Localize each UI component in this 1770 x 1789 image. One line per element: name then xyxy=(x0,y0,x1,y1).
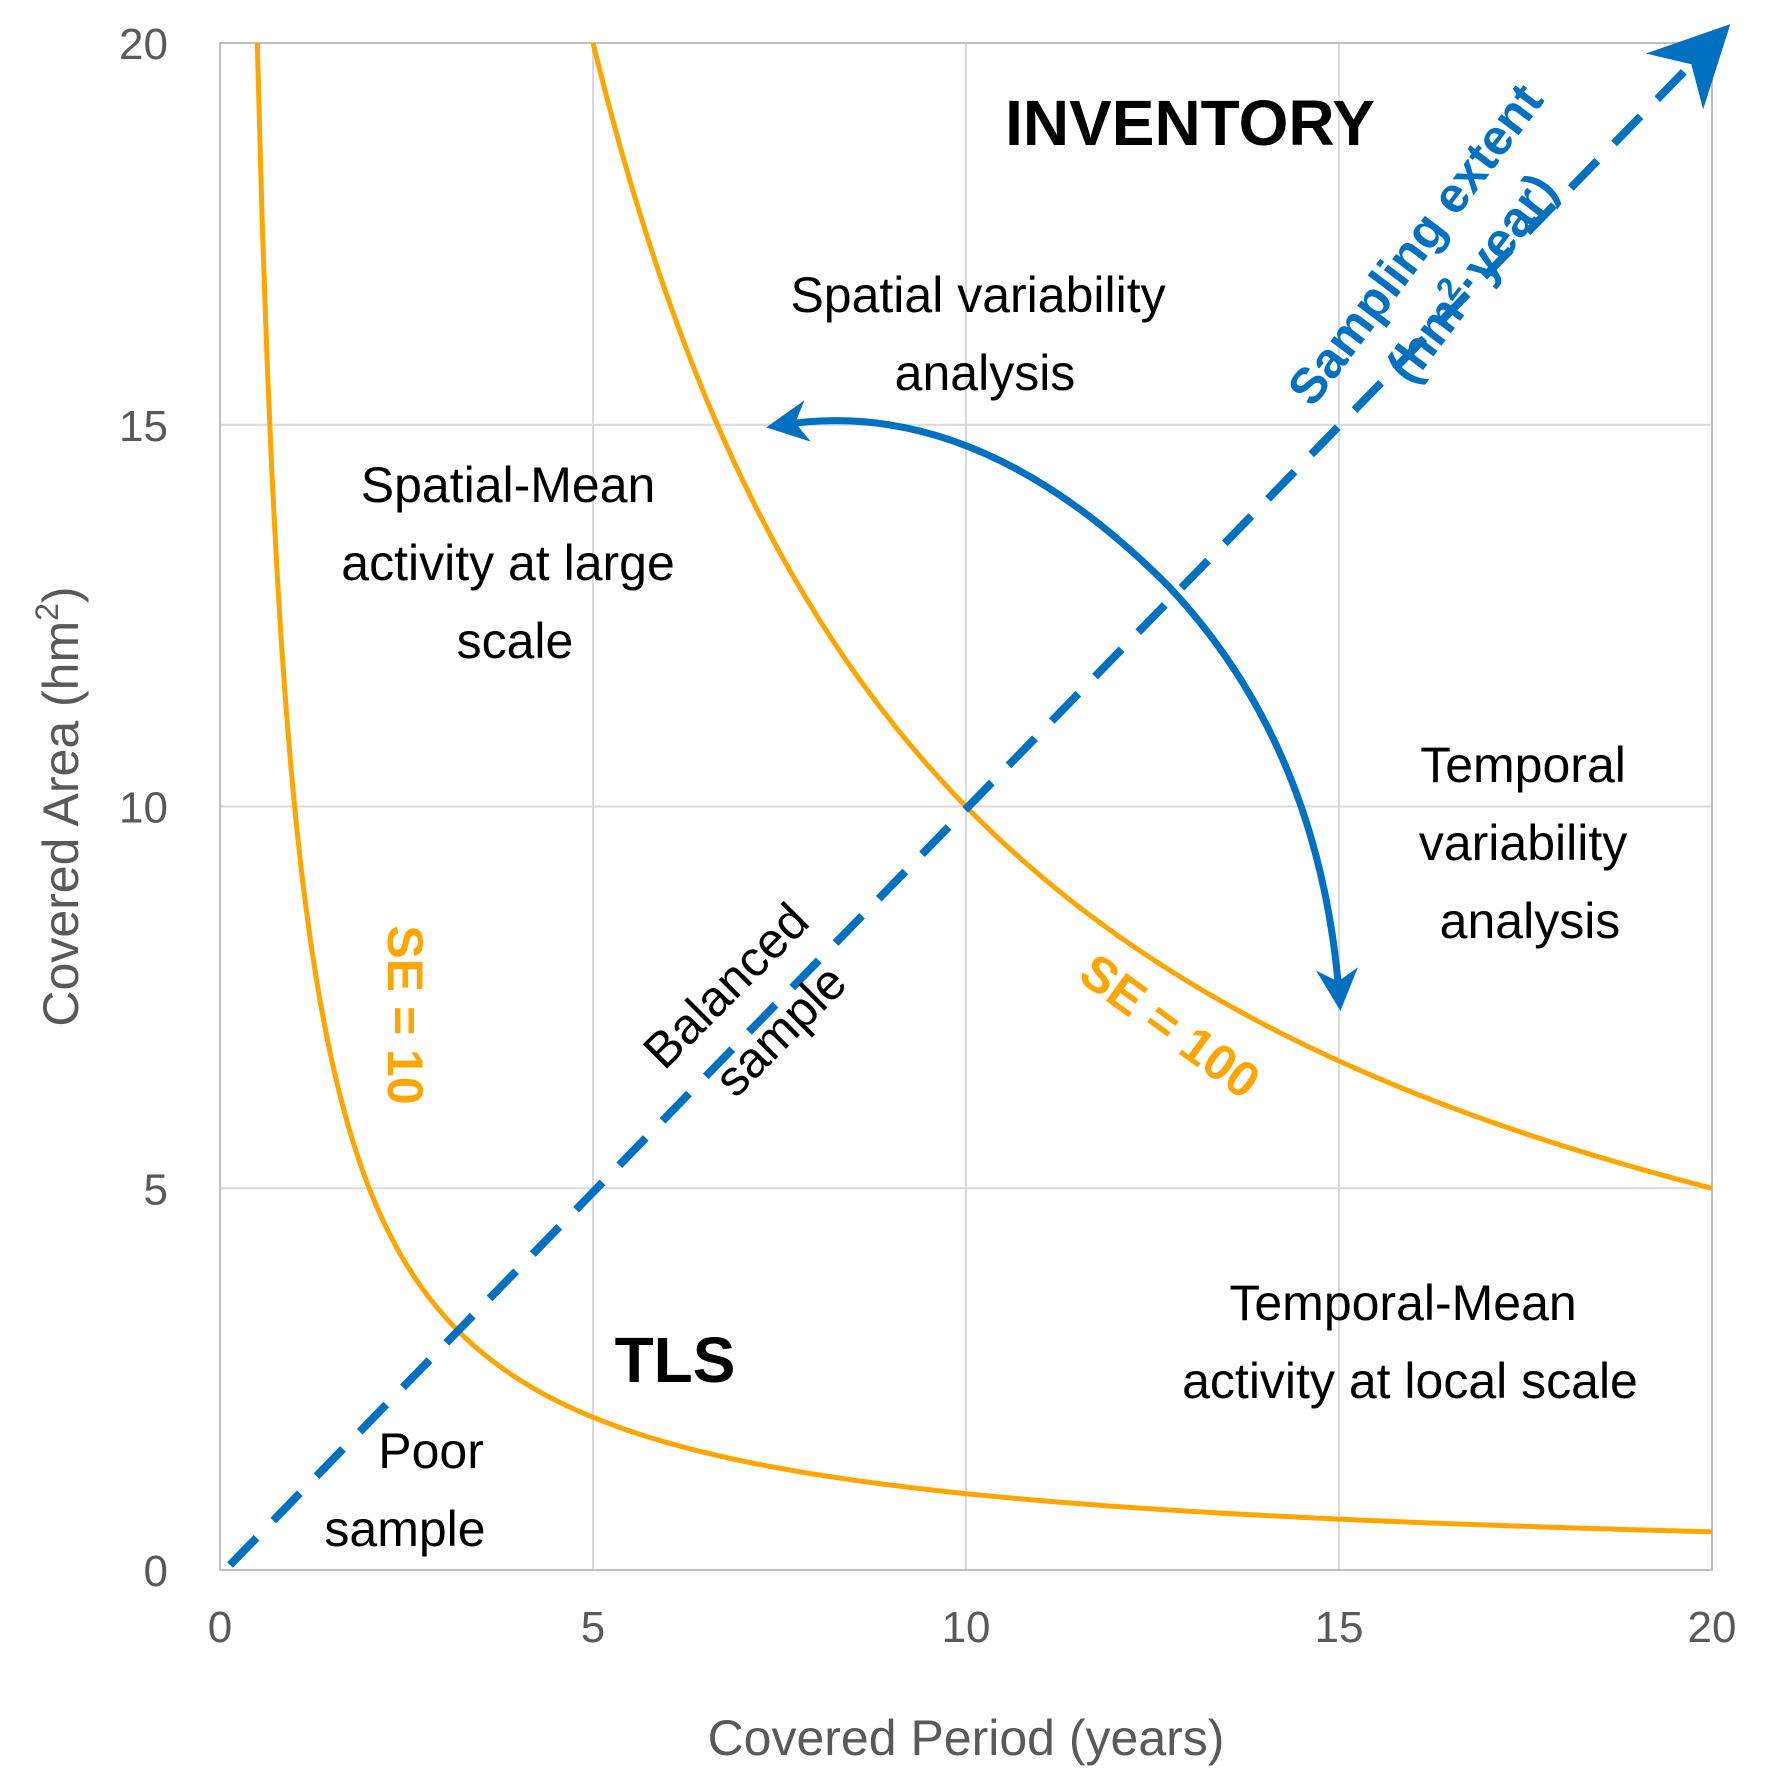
y-axis-title-tail: ) xyxy=(33,586,89,603)
spatial-mean-line-3: scale xyxy=(457,613,574,669)
x-tick-label: 10 xyxy=(942,1603,991,1652)
temporal-mean-line-1: Temporal-Mean xyxy=(1229,1275,1576,1331)
x-tick-label: 5 xyxy=(581,1603,605,1652)
y-tick-label: 10 xyxy=(119,784,168,833)
temporal-variability-line-2: variability xyxy=(1419,815,1627,871)
spatial-mean-line-1: Spatial-Mean xyxy=(361,457,656,513)
x-tick-label: 0 xyxy=(208,1603,232,1652)
poor-sample-line-2: sample xyxy=(324,1501,485,1557)
series-line-se-100 xyxy=(590,42,1713,1191)
spatial-mean-line-2: activity at large xyxy=(341,535,674,591)
x-tick-label: 15 xyxy=(1315,1603,1364,1652)
temporal-variability-line-1: Temporal xyxy=(1420,737,1626,793)
sampling-extent-line xyxy=(227,24,1731,1568)
y-tick-label: 20 xyxy=(119,20,168,69)
temporal-mean-label: Temporal-Mean activity at local scale xyxy=(1182,1275,1638,1409)
y-axis-title: Covered Area (hm2) xyxy=(29,586,89,1026)
plot-area-border xyxy=(219,42,1713,1571)
temporal-mean-line-2: activity at local scale xyxy=(1182,1353,1638,1409)
inventory-label: INVENTORY xyxy=(1005,87,1375,159)
curved-arrow-spatial xyxy=(766,400,1170,588)
poor-sample-label: Poor sample xyxy=(324,1423,497,1557)
y-axis-title-main: Covered Area (hm xyxy=(33,621,89,1027)
tls-label: TLS xyxy=(615,1324,736,1396)
series-line-se-10 xyxy=(254,42,1713,1535)
x-axis-title: Covered Period (years) xyxy=(708,1710,1225,1766)
poor-sample-line-1: Poor xyxy=(378,1423,484,1479)
curved-arrow-temporal xyxy=(1164,582,1358,1011)
y-tick-label: 5 xyxy=(144,1165,168,1214)
y-tick-label: 0 xyxy=(144,1547,168,1596)
se-10-label: SE = 10 xyxy=(377,925,433,1104)
spatial-mean-label: Spatial-Mean activity at large scale xyxy=(341,457,688,669)
axis-ticks: 0 5 10 15 20 0 5 10 15 20 xyxy=(119,20,1736,1652)
spatial-variability-line-2: analysis xyxy=(895,345,1076,401)
temporal-variability-line-3: analysis xyxy=(1440,893,1621,949)
spatial-variability-line-1: Spatial variability xyxy=(790,267,1165,323)
x-tick-label: 20 xyxy=(1688,1603,1737,1652)
temporal-variability-label: Temporal variability analysis xyxy=(1419,737,1641,949)
y-axis-title-sup: 2 xyxy=(29,603,65,621)
y-tick-label: 15 xyxy=(119,402,168,451)
spatial-variability-label: Spatial variability analysis xyxy=(790,267,1179,401)
balanced-sample-label: Balanced sample xyxy=(632,882,878,1128)
